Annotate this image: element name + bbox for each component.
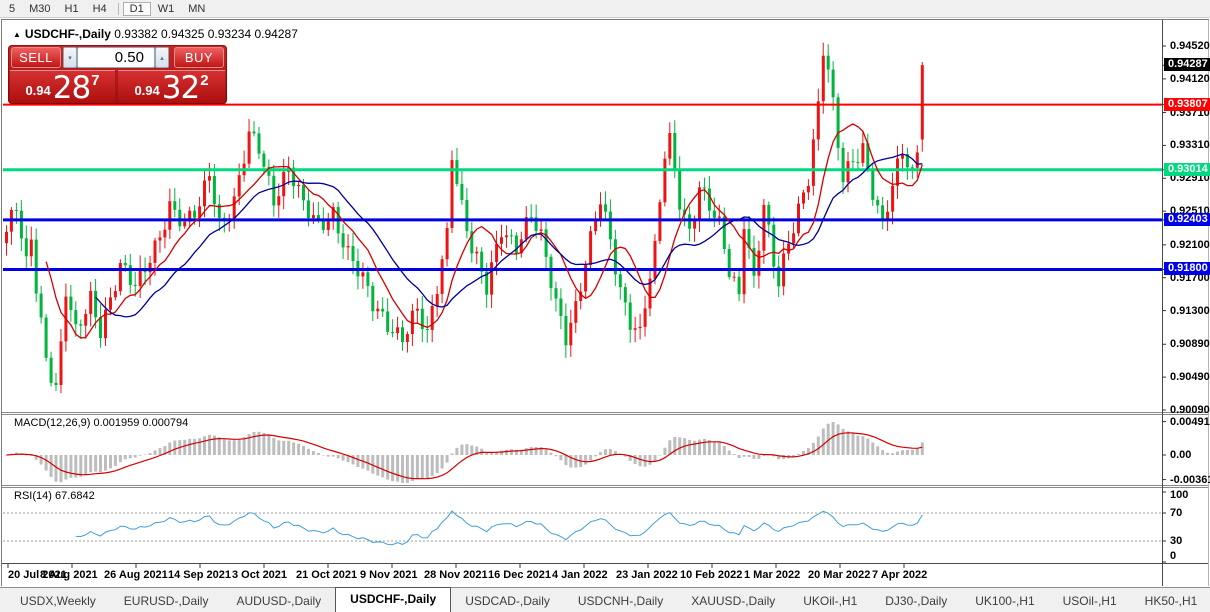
period-button-d1[interactable]: D1 — [122, 1, 151, 16]
sell-button[interactable]: SELL — [11, 47, 61, 68]
spin-up-icon: ▴ — [160, 54, 164, 62]
chart-tab-uk100-h1[interactable]: UK100-,H1 — [975, 594, 1035, 608]
chart-tab-ukoil-h1[interactable]: UKOil-,H1 — [803, 594, 858, 608]
volume-increase-button[interactable]: ▴ — [155, 47, 169, 68]
date-axis-label: 4 Jan 2022 — [552, 569, 608, 581]
ohlc-high: 0.94325 — [161, 27, 205, 41]
date-axis-label: 23 Jan 2022 — [616, 569, 678, 581]
date-axis-label: 16 Dec 2021 — [488, 569, 551, 581]
ma-slow-line — [95, 153, 923, 318]
sell-price-sup: 7 — [91, 72, 100, 89]
chart-tab-audusd-daily[interactable]: AUDUSD-,Daily — [236, 594, 322, 608]
volume-decrease-button[interactable]: ▾ — [63, 47, 77, 68]
date-axis-label: 10 Feb 2022 — [680, 569, 743, 581]
ohlc-low: 0.93234 — [207, 27, 252, 41]
date-axis-label: 8 Aug 2021 — [40, 569, 98, 581]
chart-tab-eurusd-daily[interactable]: EURUSD-,Daily — [123, 594, 209, 608]
price-axis-tick: 0.92100 — [1170, 238, 1210, 251]
current-price-badge: 0.94287 — [1164, 58, 1210, 72]
date-axis-label: 20 Mar 2022 — [808, 569, 871, 581]
date-axis-label: 7 Apr 2022 — [872, 569, 928, 581]
macd-indicator-label: MACD(12,26,9) 0.001959 0.000794 — [14, 417, 189, 429]
chart-tab-usdchf-daily[interactable]: USDCHF-,Daily — [335, 587, 452, 612]
rsi-axis-tick: 30 — [1170, 535, 1183, 547]
period-button-h4[interactable]: H4 — [92, 2, 107, 15]
rsi-axis-tick: 100 — [1170, 489, 1189, 501]
buy-price-sup: 2 — [200, 72, 209, 89]
chart-tab-xauusd-daily[interactable]: XAUUSD-,Daily — [691, 594, 776, 608]
chart-tab-usoil-h1[interactable]: USOil-,H1 — [1062, 594, 1117, 608]
buy-price-prefix: 0.94 — [134, 83, 160, 98]
price-axis-tick: 0.91300 — [1170, 304, 1210, 317]
price-axis-tick: 0.94520 — [1170, 40, 1210, 52]
rsi-axis-tick: 0 — [1170, 550, 1177, 562]
chart-tab-bar: USDX,Weekly EURUSD-,Daily AUDUSD-,Daily USD… — [0, 587, 1210, 612]
date-axis-label: 26 Aug 2021 — [104, 569, 168, 581]
macd-axis-tick: 0.00 — [1170, 449, 1192, 461]
level-price-badge: 0.92403 — [1164, 212, 1210, 226]
period-toolbar: 5 M30 H1 H4 D1 W1 MN — [0, 0, 1210, 18]
price-axis-tick: 0.90490 — [1170, 371, 1210, 384]
period-button-mn[interactable]: MN — [188, 2, 206, 15]
macd-histogram — [5, 422, 924, 483]
period-button-m30[interactable]: M30 — [29, 2, 51, 15]
chart-tab-usdcad-daily[interactable]: USDCAD-,Daily — [465, 594, 550, 608]
date-axis-label: 21 Oct 2021 — [296, 569, 358, 581]
date-axis-label: 20 Jul 2021 — [8, 569, 67, 581]
ma-fast-line — [45, 123, 923, 339]
sell-price-big: 28 — [52, 70, 91, 106]
buy-price-big: 32 — [161, 70, 200, 106]
level-price-badge: 0.93807 — [1164, 97, 1210, 111]
macd-signal-line — [6, 432, 923, 480]
sell-price-display[interactable]: 0.94 28 7 — [10, 70, 115, 106]
volume-input[interactable] — [77, 47, 155, 68]
chart-background — [0, 19, 1210, 587]
price-axis-tick: 0.90090 — [1170, 404, 1210, 416]
chart-tab-hk50-h1[interactable]: HK50-,H1 — [1144, 594, 1198, 608]
macd-axis-tick: 0.004913 — [1170, 415, 1210, 428]
rsi-axis-tick: 70 — [1170, 507, 1183, 519]
collapse-panel-icon[interactable]: ▲ — [13, 30, 21, 39]
date-axis-label: 3 Oct 2021 — [232, 569, 288, 581]
chart-tab-usdx-weekly[interactable]: USDX,Weekly — [20, 594, 96, 608]
chart-tab-dj30-daily[interactable]: DJ30-,Daily — [885, 594, 948, 608]
date-axis-label: 28 Nov 2021 — [424, 569, 488, 581]
price-axis-tick: 0.94120 — [1170, 72, 1210, 85]
chart-title: ▲ USDCHF-,Daily 0.93382 0.94325 0.93234 0… — [13, 27, 298, 41]
spin-down-icon: ▾ — [68, 54, 72, 62]
chart-tab-usdcnh-daily[interactable]: USDCNH-,Daily — [577, 594, 664, 608]
date-axis-label: 1 Mar 2022 — [744, 569, 801, 581]
level-price-badge: 0.93014 — [1164, 162, 1210, 176]
period-button-w1[interactable]: W1 — [157, 2, 175, 15]
buy-price-display[interactable]: 0.94 32 2 — [118, 70, 225, 106]
rsi-indicator-label: RSI(14) 67.6842 — [14, 490, 95, 502]
toolbar-separator — [117, 2, 119, 15]
price-axis-tick: 0.93310 — [1170, 139, 1210, 152]
candlestick-series — [5, 42, 924, 394]
symbol-period-label: USDCHF-,Daily — [24, 27, 111, 41]
level-price-badge: 0.91800 — [1164, 262, 1210, 276]
ohlc-close: 0.94287 — [254, 27, 298, 41]
ohlc-open: 0.93382 — [114, 27, 158, 41]
period-button-5[interactable]: 5 — [9, 2, 16, 15]
period-button-h1[interactable]: H1 — [64, 2, 79, 15]
date-axis-label: 9 Nov 2021 — [360, 569, 418, 581]
buy-button[interactable]: BUY — [174, 47, 224, 68]
macd-axis-tick: -0.003614 — [1170, 473, 1210, 486]
price-axis-tick: 0.90890 — [1170, 338, 1210, 351]
sell-price-prefix: 0.94 — [25, 83, 51, 98]
rsi-line — [75, 510, 923, 546]
date-axis-label: 14 Sep 2021 — [168, 569, 231, 581]
